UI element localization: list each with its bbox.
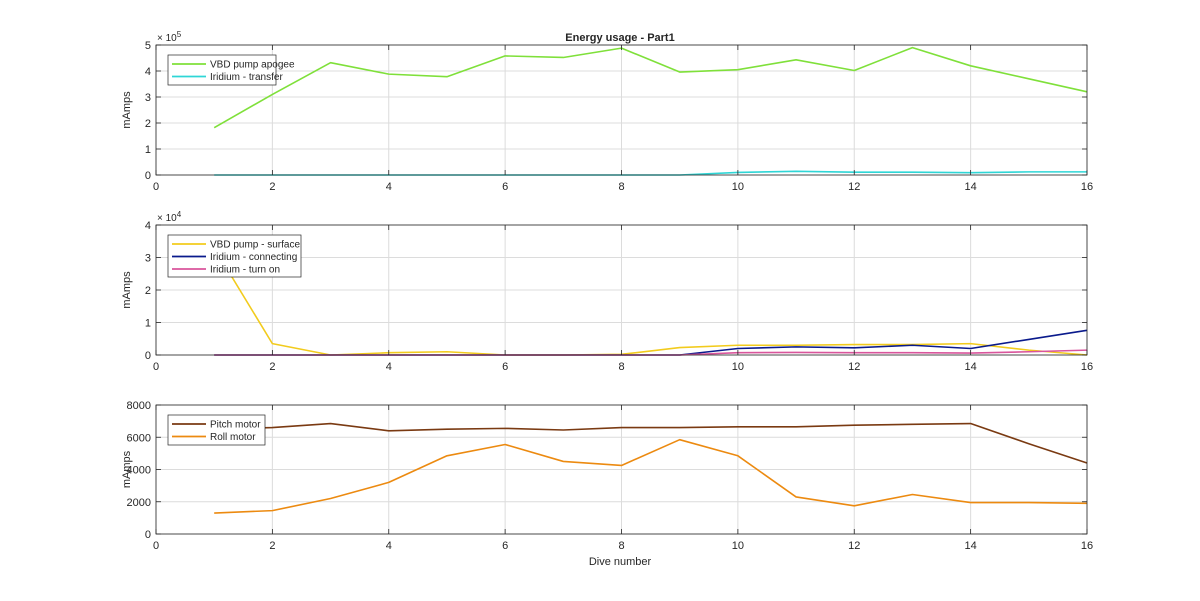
y-axis-label: mAmps	[121, 271, 133, 309]
y-tick-label: 6000	[127, 432, 151, 444]
x-tick-label: 10	[732, 540, 744, 552]
panel-pitch-roll-motors: Dive number 0 2 4 6 8 10 12 14 16 0 2000 4000 6000 80…	[121, 400, 1093, 568]
series-line-pitch-motor	[214, 422, 1088, 464]
legend-box	[167, 414, 266, 446]
x-tick-label: 8	[618, 361, 624, 373]
x-tick-label: 14	[965, 540, 977, 552]
y-tick-label: 0	[145, 170, 151, 182]
legend-box	[167, 54, 277, 86]
x-tick-label: 0	[153, 361, 159, 373]
x-tick-label: 14	[965, 181, 977, 193]
legend-entry: Iridium - transfer	[210, 72, 283, 83]
panel-vbd-apogee-iridium-transfer: Energy usage - Part1 0 2 4 6 8 10 12 14 16012345…	[121, 30, 1093, 193]
y-tick-label: 1	[145, 144, 151, 156]
x-tick-label: 6	[502, 361, 508, 373]
x-tick-label: 12	[848, 361, 860, 373]
series-line-roll-motor	[214, 438, 1088, 514]
legend-entry: Roll motor	[210, 432, 256, 443]
y-tick-label: 0	[145, 350, 151, 362]
y-axis-label: mAmps	[121, 91, 133, 129]
legend-entry: Iridium - turn on	[210, 265, 280, 276]
y-tick-label: 5	[145, 40, 151, 52]
x-tick-label: 2	[269, 361, 275, 373]
x-tick-label: 0	[153, 540, 159, 552]
y-tick-label: 2	[145, 285, 151, 297]
legend-entry: Iridium - connecting	[210, 252, 297, 263]
x-tick-label: 16	[1081, 361, 1093, 373]
x-tick-label: 10	[732, 361, 744, 373]
x-axis-label: Dive number	[589, 556, 652, 568]
x-tick-label: 4	[386, 181, 392, 193]
chart-title: Energy usage - Part1	[565, 32, 674, 44]
x-tick-label: 2	[269, 540, 275, 552]
legend-entry: Pitch motor	[210, 420, 261, 431]
x-tick-label: 16	[1081, 540, 1093, 552]
x-tick-label: 12	[848, 540, 860, 552]
x-tick-label: 8	[618, 181, 624, 193]
y-exponent-label: × 104	[157, 210, 182, 224]
y-exponent-label: × 105	[157, 30, 182, 44]
x-tick-label: 14	[965, 361, 977, 373]
x-tick-label: 12	[848, 181, 860, 193]
x-tick-label: 4	[386, 540, 392, 552]
y-tick-label: 8000	[127, 400, 151, 412]
y-tick-label: 3	[145, 253, 151, 265]
y-tick-label: 4000	[127, 465, 151, 477]
legend-entry: VBD pump apogee	[210, 60, 295, 71]
x-tick-label: 2	[269, 181, 275, 193]
series-line-vbd-pump-apogee	[213, 46, 1088, 129]
x-tick-label: 8	[618, 540, 624, 552]
x-tick-label: 6	[502, 540, 508, 552]
x-tick-label: 4	[386, 361, 392, 373]
legend-entry: VBD pump - surface	[210, 240, 300, 251]
x-tick-label: 10	[732, 181, 744, 193]
y-tick-label: 4	[145, 66, 151, 78]
x-tick-label: 0	[153, 181, 159, 193]
y-tick-label: 2000	[127, 497, 151, 509]
y-tick-label: 0	[145, 529, 151, 541]
x-tick-label: 16	[1081, 181, 1093, 193]
y-tick-label: 1	[145, 318, 151, 330]
series-line-vbd-pump-surface	[213, 247, 1088, 356]
y-tick-label: 2	[145, 118, 151, 130]
y-tick-label: 4	[145, 220, 151, 232]
y-tick-label: 3	[145, 92, 151, 104]
y-axis-label: mAmps	[121, 450, 133, 488]
x-tick-label: 6	[502, 181, 508, 193]
